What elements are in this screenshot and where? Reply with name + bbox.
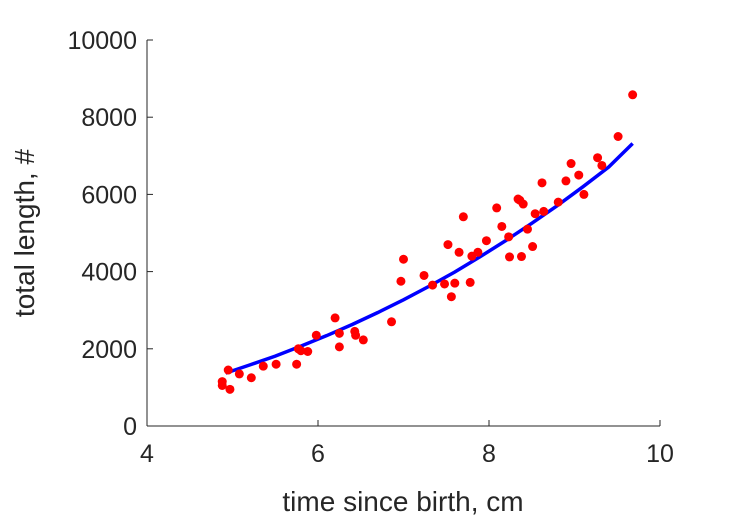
data-point [579, 189, 589, 199]
data-point [396, 276, 406, 286]
data-point [473, 247, 483, 257]
x-tick-label: 8 [482, 440, 496, 468]
data-point [443, 240, 453, 250]
y-tick-label: 6000 [81, 181, 137, 209]
data-point [492, 203, 502, 213]
x-axis-label: time since birth, cm [282, 486, 523, 517]
data-point [497, 221, 507, 231]
data-point [505, 252, 515, 262]
data-point [399, 254, 408, 264]
data-point [334, 328, 344, 338]
data-point [334, 342, 344, 352]
x-tick-label: 10 [646, 440, 674, 468]
data-point [351, 330, 361, 340]
data-point [217, 380, 227, 390]
data-point [440, 279, 450, 289]
data-point [613, 132, 623, 141]
data-point [522, 224, 532, 234]
data-point [330, 313, 340, 323]
data-point [454, 247, 464, 257]
data-point [428, 280, 438, 290]
data-point [387, 317, 397, 327]
data-point [246, 373, 256, 383]
y-tick-label: 8000 [81, 104, 137, 132]
data-point [258, 361, 268, 371]
data-point [516, 252, 526, 262]
data-point [528, 242, 538, 252]
data-point [574, 170, 584, 180]
data-point [234, 369, 244, 379]
data-point [271, 359, 281, 369]
x-ticks: 4 6 8 10 [140, 420, 674, 468]
data-point [504, 232, 514, 242]
x-tick-label: 4 [140, 440, 154, 468]
data-point [465, 277, 475, 287]
y-tick-label: 2000 [81, 336, 137, 364]
data-point [358, 335, 368, 345]
data-point [566, 159, 576, 169]
y-ticks: 0 2000 4000 6000 8000 10000 [67, 27, 153, 441]
y-tick-label: 10000 [67, 27, 137, 55]
y-axis-label: total length, # [9, 149, 40, 318]
x-tick-label: 6 [311, 440, 325, 468]
data-point [419, 270, 429, 280]
data-point [530, 209, 540, 219]
data-point [518, 199, 528, 209]
data-point [539, 206, 549, 216]
data-point [561, 176, 571, 186]
data-point [537, 178, 547, 188]
y-tick-label: 0 [123, 413, 137, 441]
data-point [303, 347, 313, 357]
data-points [217, 90, 638, 394]
data-point [292, 359, 302, 369]
fit-curve [225, 142, 634, 375]
y-tick-label: 4000 [81, 259, 137, 287]
data-point [597, 160, 607, 170]
data-point [296, 346, 306, 356]
data-point [481, 236, 491, 246]
data-point [225, 384, 235, 394]
data-point [311, 330, 321, 340]
data-point [628, 90, 638, 100]
data-point [446, 292, 456, 302]
data-point [450, 278, 460, 288]
data-point [593, 153, 603, 163]
data-point [458, 212, 468, 222]
data-point [553, 197, 563, 207]
data-point [223, 365, 233, 375]
